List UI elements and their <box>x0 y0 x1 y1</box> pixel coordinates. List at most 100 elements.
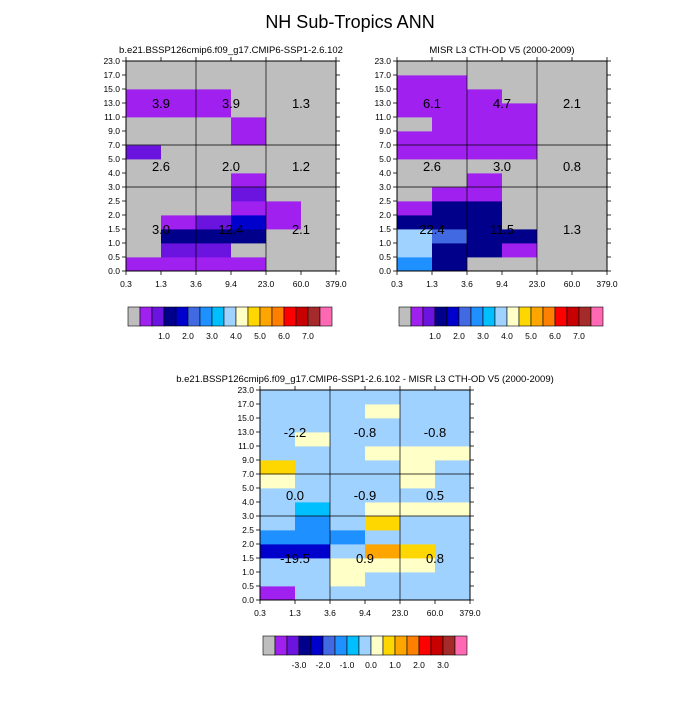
colorbar: 1.0 2.0 3.0 4.0 5.0 6.0 7.0 <box>398 306 604 341</box>
heatmap-cell <box>260 390 296 405</box>
heatmap-cell <box>467 159 503 174</box>
heatmap-cell <box>537 61 573 76</box>
heatmap-cell <box>260 446 296 461</box>
y-tick-label: 3.0 <box>108 182 120 192</box>
heatmap-cell <box>400 418 436 433</box>
heatmap-cell <box>572 229 608 244</box>
heatmap-cell <box>432 215 468 230</box>
colorbar-swatch <box>322 635 336 656</box>
heatmap-cell <box>537 215 573 230</box>
heatmap-cell <box>365 390 401 405</box>
heatmap-cell <box>301 117 337 132</box>
heatmap-cell <box>572 117 608 132</box>
heatmap-cell <box>231 89 267 104</box>
heatmap-cell <box>400 390 436 405</box>
y-tick-label: 0.5 <box>242 581 254 591</box>
heatmap-cell <box>260 572 296 587</box>
heatmap-cell <box>502 145 538 160</box>
heatmap-cell <box>301 243 337 258</box>
y-tick-label: 17.0 <box>374 70 391 80</box>
heatmap-cell <box>231 215 267 230</box>
colorbar-swatch <box>518 306 532 327</box>
heatmap-cell <box>126 229 162 244</box>
x-tick-label: 1.3 <box>155 279 167 289</box>
heatmap-cell <box>537 159 573 174</box>
heatmap-cell <box>467 145 503 160</box>
colorbar-swatch <box>271 306 285 327</box>
heatmap-cell <box>161 103 197 118</box>
heatmap-cell <box>295 446 331 461</box>
colorbar-swatch <box>274 635 288 656</box>
heatmap-cell <box>435 404 471 419</box>
y-tick-label: 1.5 <box>379 224 391 234</box>
heatmap-cell <box>301 187 337 202</box>
heatmap-cell <box>432 187 468 202</box>
x-tick-label: 3.6 <box>190 279 202 289</box>
heatmap-cell <box>365 572 401 587</box>
block-sum-label: -0.8 <box>424 425 446 440</box>
y-tick-label: 5.0 <box>108 154 120 164</box>
heatmap-cell <box>161 215 197 230</box>
y-tick-label: 13.0 <box>103 98 120 108</box>
heatmap-cell <box>295 502 331 517</box>
heatmap-cell <box>161 159 197 174</box>
heatmap-cell <box>330 474 366 489</box>
heatmap-cell <box>301 173 337 188</box>
colorbar-label: 2.0 <box>182 331 194 341</box>
x-tick-label: 23.0 <box>529 279 546 289</box>
heatmap-cell <box>572 131 608 146</box>
y-tick-label: 13.0 <box>374 98 391 108</box>
heatmap-cell <box>572 215 608 230</box>
y-tick-label: 0.5 <box>379 252 391 262</box>
heatmap-cell <box>572 173 608 188</box>
y-tick-label: 0.0 <box>242 595 254 605</box>
colorbar-swatch <box>310 635 324 656</box>
colorbar-swatch <box>446 306 460 327</box>
heatmap-cell <box>126 173 162 188</box>
y-tick-label: 7.0 <box>242 469 254 479</box>
heatmap-cell <box>196 131 232 146</box>
x-tick-label: 1.3 <box>289 608 301 618</box>
heatmap-cell <box>502 257 538 272</box>
heatmap-cell <box>330 530 366 545</box>
y-tick-label: 2.5 <box>379 196 391 206</box>
y-tick-label: 15.0 <box>237 413 254 423</box>
heatmap-cell <box>435 446 471 461</box>
figure-title: NH Sub-Tropics ANN <box>265 12 434 32</box>
heatmap-cell <box>432 61 468 76</box>
heatmap-cell <box>301 159 337 174</box>
y-tick-label: 1.5 <box>108 224 120 234</box>
heatmap-cell <box>330 418 366 433</box>
block-sum-label: 2.1 <box>563 96 581 111</box>
heatmap-cell <box>231 229 267 244</box>
heatmap-cell <box>196 173 232 188</box>
heatmap-cell <box>231 131 267 146</box>
colorbar-swatch <box>259 306 273 327</box>
heatmap-cell <box>260 474 296 489</box>
colorbar-swatch <box>590 306 604 327</box>
block-sum-label: 4.7 <box>493 96 511 111</box>
heatmap-cell <box>502 89 538 104</box>
heatmap-cell <box>126 201 162 216</box>
block-sum-label: 2.0 <box>222 159 240 174</box>
heatmap-cell <box>397 187 433 202</box>
y-tick-label: 23.0 <box>103 56 120 66</box>
colorbar-label: 5.0 <box>254 331 266 341</box>
heatmap-cell <box>502 201 538 216</box>
x-tick-label: 379.0 <box>325 279 347 289</box>
colorbar-swatch <box>139 306 153 327</box>
heatmap-cell <box>231 103 267 118</box>
colorbar-swatch <box>334 635 348 656</box>
colorbar-swatch <box>199 306 213 327</box>
y-tick-label: 4.0 <box>108 168 120 178</box>
colorbar-label: 2.0 <box>413 660 425 670</box>
heatmap-cell <box>260 460 296 475</box>
x-tick-label: 3.6 <box>324 608 336 618</box>
block-sum-label: 3.0 <box>152 222 170 237</box>
heatmap-cell <box>196 243 232 258</box>
block-sum-label: 12.4 <box>218 222 243 237</box>
heatmap-cell <box>502 229 538 244</box>
heatmap-cell <box>196 145 232 160</box>
heatmap-cell <box>400 558 436 573</box>
